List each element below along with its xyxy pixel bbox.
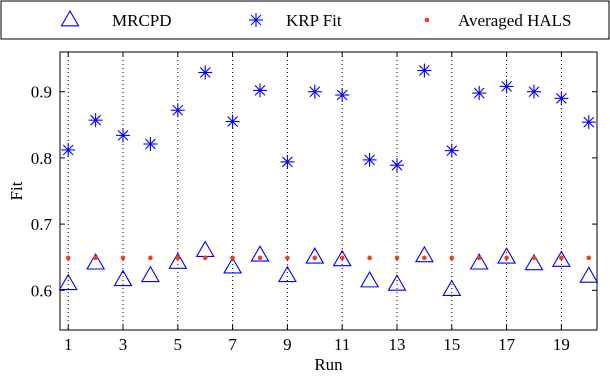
legend-label: MRCPD — [112, 11, 172, 30]
triangle-point — [579, 266, 599, 283]
legend-asterisk-icon — [249, 13, 263, 27]
asterisk-point — [526, 84, 541, 99]
triangle-point — [195, 240, 215, 257]
triangle-point — [497, 247, 517, 264]
dot-point — [476, 255, 482, 261]
series-asterisk — [61, 63, 596, 173]
x-tick-label: 15 — [443, 335, 460, 354]
dot-point — [339, 255, 345, 261]
triangle-point — [305, 247, 325, 264]
dot-point — [65, 255, 71, 261]
asterisk-point — [362, 152, 377, 167]
triangle-point — [168, 252, 188, 269]
legend-label: Averaged HALS — [458, 11, 571, 30]
asterisk-point — [170, 103, 185, 118]
x-axis-title: Run — [314, 355, 343, 374]
dot-point — [531, 255, 537, 261]
dot-point — [175, 255, 181, 261]
legend-dot-icon — [424, 17, 430, 23]
plot-area: 1 3 5 7 9 11 13 15 17 190.60.70.80.9 — [31, 51, 599, 354]
plot-frame — [59, 51, 598, 331]
asterisk-point — [253, 83, 268, 98]
triangle-point — [277, 265, 297, 283]
series-triangle — [58, 240, 599, 297]
legend: MRCPD KRP Fit Averaged HALS — [0, 0, 610, 40]
dot-point — [394, 255, 400, 261]
triangle-point — [58, 273, 78, 291]
legend-entry: KRP Fit — [249, 11, 342, 30]
dot-point — [422, 255, 427, 261]
asterisk-point — [444, 143, 459, 158]
dot-point — [367, 255, 372, 261]
asterisk-point — [61, 142, 76, 157]
triangle-point — [442, 279, 462, 297]
dot-point — [148, 255, 153, 261]
x-tick-label: 17 — [498, 335, 516, 354]
x-tick-label: 5 — [174, 335, 183, 354]
triangle-point — [86, 253, 106, 270]
dot-point — [449, 255, 455, 261]
dot-point — [230, 255, 235, 261]
triangle-point — [387, 274, 407, 291]
triangle-point — [469, 253, 489, 270]
triangle-point — [360, 270, 380, 288]
series-dot — [65, 255, 592, 261]
x-tick-label: 9 — [283, 335, 292, 354]
triangle-point — [551, 250, 571, 267]
x-tick-label: 19 — [553, 335, 570, 354]
triangle-point — [250, 245, 270, 262]
asterisk-point — [280, 154, 295, 169]
dot-point — [93, 255, 98, 261]
y-tick-label: 0.8 — [31, 149, 52, 168]
triangle-point — [524, 253, 544, 271]
asterisk-point — [143, 137, 158, 152]
dot-point — [120, 255, 126, 261]
asterisk-point — [225, 114, 240, 129]
triangle-point — [414, 245, 434, 263]
y-tick-label: 0.9 — [31, 83, 52, 102]
triangle-point — [332, 249, 352, 267]
legend-entry: Averaged HALS — [424, 11, 571, 30]
triangle-point — [113, 269, 133, 287]
asterisk-point — [472, 86, 487, 101]
x-tick-label: 13 — [388, 335, 405, 354]
dot-point — [257, 255, 263, 261]
dot-point — [285, 255, 290, 261]
y-axis-title: Fit — [7, 181, 26, 200]
y-tick-label: 0.7 — [31, 215, 53, 234]
dot-point — [312, 255, 318, 261]
asterisk-point — [307, 84, 322, 99]
asterisk-point — [499, 79, 514, 94]
legend-label: KRP Fit — [286, 11, 342, 30]
legend-box — [0, 0, 610, 40]
asterisk-point — [198, 65, 213, 80]
x-tick-label: 7 — [228, 335, 237, 354]
asterisk-point — [554, 91, 569, 106]
data-marks — [58, 63, 599, 297]
x-tick-label: 11 — [334, 335, 350, 354]
asterisk-point — [116, 128, 131, 143]
asterisk-point — [335, 88, 350, 103]
asterisk-point — [389, 158, 404, 173]
x-tick-label: 1 — [64, 335, 73, 354]
triangle-point — [140, 265, 160, 283]
x-tick-label: 3 — [119, 335, 128, 354]
asterisk-point — [88, 113, 103, 128]
dot-point — [504, 255, 509, 261]
asterisk-point — [581, 115, 596, 130]
legend-entry: MRCPD — [60, 9, 172, 30]
dot-point — [559, 255, 564, 261]
dot-point — [202, 255, 208, 261]
axis-ticks: 1 3 5 7 9 11 13 15 17 190.60.70.80.9 — [31, 52, 597, 354]
triangle-point — [223, 257, 243, 274]
y-tick-label: 0.6 — [31, 281, 52, 300]
legend-triangle-icon — [60, 9, 80, 27]
dot-point — [586, 255, 592, 261]
asterisk-point — [417, 63, 432, 78]
